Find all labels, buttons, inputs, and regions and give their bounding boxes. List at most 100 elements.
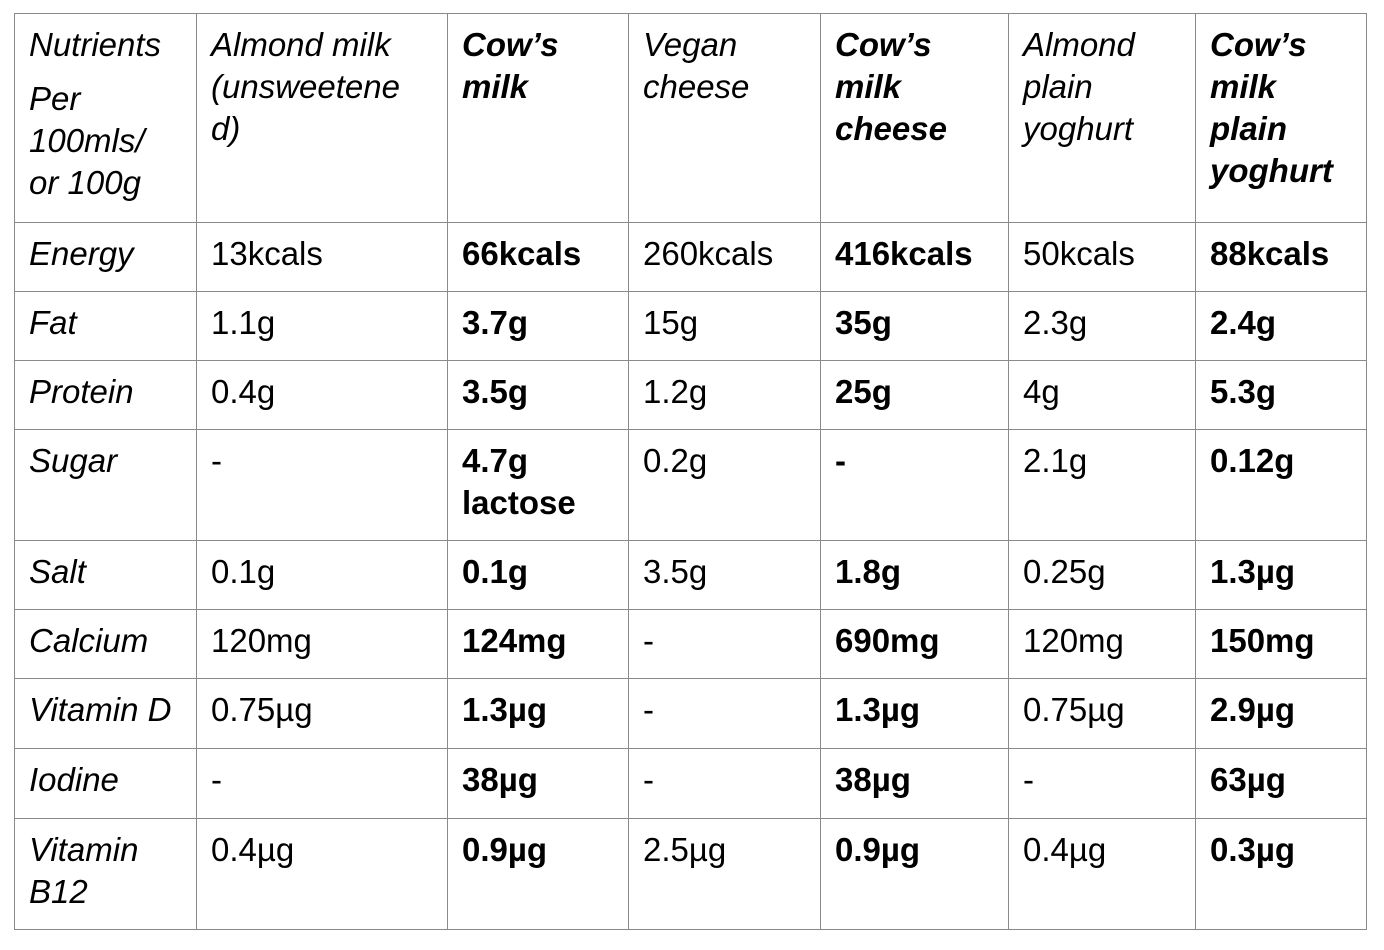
cell-value: 124mg xyxy=(462,622,567,659)
cell-value: 0.9µg xyxy=(462,831,548,868)
table-cell: 416kcals xyxy=(820,222,1009,292)
header-cows-milk-yoghurt: Cow’s milk plain yoghurt xyxy=(1195,13,1367,223)
table-cell: 0.1g xyxy=(447,540,629,610)
cell-value: 50kcals xyxy=(1023,235,1135,272)
table-cell: 5.3g xyxy=(1195,360,1367,430)
row-label: Vitamin D xyxy=(14,678,197,749)
cell-value: 150mg xyxy=(1210,622,1315,659)
table-cell: 15g xyxy=(628,291,821,361)
cell-value: lactose xyxy=(462,484,576,521)
cell-value: 0.4g xyxy=(211,373,276,410)
cell-value: 0.12g xyxy=(1210,442,1295,479)
header-line: plain xyxy=(1023,68,1093,105)
cell-value: 0.2g xyxy=(643,442,708,479)
header-line: Cow’s xyxy=(462,26,559,63)
row-label: Iodine xyxy=(14,748,197,819)
table-cell: 35g xyxy=(820,291,1009,361)
cell-value: 1.3µg xyxy=(1210,553,1296,590)
table-row: Calcium 120mg 124mg - 690mg 120mg 150mg xyxy=(14,609,1367,679)
header-line: plain xyxy=(1210,110,1288,147)
header-line: cheese xyxy=(835,110,947,147)
cell-value: 63µg xyxy=(1210,761,1286,798)
table-cell: 50kcals xyxy=(1008,222,1196,292)
cell-value: 0.9µg xyxy=(835,831,921,868)
table-cell: 25g xyxy=(820,360,1009,430)
header-unit-line: Per xyxy=(29,80,81,117)
header-almond-yoghurt: Almond plain yoghurt xyxy=(1008,13,1196,223)
header-vegan-cheese: Vegan cheese xyxy=(628,13,821,223)
cell-value: 2.5µg xyxy=(643,831,727,868)
header-line: yoghurt xyxy=(1210,152,1333,189)
table-cell: 66kcals xyxy=(447,222,629,292)
table-cell: - xyxy=(820,429,1009,541)
table-cell: 1.3µg xyxy=(447,678,629,749)
header-cows-milk-cheese: Cow’s milk cheese xyxy=(820,13,1009,223)
cell-value: 0.1g xyxy=(211,553,276,590)
cell-value: 25g xyxy=(835,373,892,410)
table-cell: 0.1g xyxy=(196,540,448,610)
table-cell: 38µg xyxy=(447,748,629,819)
nutrition-comparison-table: Nutrients Per 100mls/ or 100g Almond mil… xyxy=(14,13,1367,930)
cell-value: - xyxy=(211,442,222,479)
cell-value: - xyxy=(211,761,222,798)
cell-value: 690mg xyxy=(835,622,940,659)
table-cell: 1.8g xyxy=(820,540,1009,610)
cell-value: 1.3µg xyxy=(835,691,921,728)
header-line: Cow’s xyxy=(835,26,932,63)
header-almond-milk: Almond milk (unsweetene d) xyxy=(196,13,448,223)
table-cell: - xyxy=(1008,748,1196,819)
row-label: Vitamin B12 xyxy=(14,818,197,930)
cell-value: 0.1g xyxy=(462,553,529,590)
header-line: milk xyxy=(462,68,529,105)
row-label-line: Iodine xyxy=(29,761,119,798)
cell-value: - xyxy=(835,442,846,479)
table-cell: 0.4g xyxy=(196,360,448,430)
cell-value: 88kcals xyxy=(1210,235,1330,272)
table-cell: 0.2g xyxy=(628,429,821,541)
table-cell: 1.2g xyxy=(628,360,821,430)
cell-value: 3.7g xyxy=(462,304,529,341)
cell-value: 0.25g xyxy=(1023,553,1106,590)
table-cell: 0.25g xyxy=(1008,540,1196,610)
header-unit-line: 100mls/ xyxy=(29,122,145,159)
row-label: Fat xyxy=(14,291,197,361)
cell-value: 0.75µg xyxy=(1023,691,1125,728)
cell-value: 1.8g xyxy=(835,553,902,590)
table-cell: 120mg xyxy=(1008,609,1196,679)
table-row: Iodine - 38µg - 38µg - 63µg xyxy=(14,748,1367,819)
cell-value: 260kcals xyxy=(643,235,774,272)
table-cell: 2.1g xyxy=(1008,429,1196,541)
cell-value: 35g xyxy=(835,304,892,341)
cell-value: 1.1g xyxy=(211,304,276,341)
row-label: Sugar xyxy=(14,429,197,541)
row-label: Protein xyxy=(14,360,197,430)
cell-value: 4.7g xyxy=(462,442,529,479)
cell-value: - xyxy=(643,622,654,659)
cell-value: 416kcals xyxy=(835,235,973,272)
table-cell: 0.4µg xyxy=(196,818,448,930)
table-cell: 0.4µg xyxy=(1008,818,1196,930)
table-cell: 260kcals xyxy=(628,222,821,292)
row-label-line: Calcium xyxy=(29,622,149,659)
row-label-line: Vitamin D xyxy=(29,691,172,728)
row-label: Salt xyxy=(14,540,197,610)
table-cell: 88kcals xyxy=(1195,222,1367,292)
table-cell: - xyxy=(628,678,821,749)
cell-value: - xyxy=(643,691,654,728)
header-nutrients-title: Nutrients xyxy=(29,26,162,63)
cell-value: 120mg xyxy=(1023,622,1124,659)
cell-value: - xyxy=(643,761,654,798)
cell-value: 1.2g xyxy=(643,373,708,410)
table-row: Sugar - 4.7g lactose 0.2g - 2.1g 0.12g xyxy=(14,429,1367,541)
header-line: Almond milk xyxy=(211,26,391,63)
table-cell: 0.9µg xyxy=(447,818,629,930)
header-line: cheese xyxy=(643,68,750,105)
cell-value: 120mg xyxy=(211,622,312,659)
table-row: Fat 1.1g 3.7g 15g 35g 2.3g 2.4g xyxy=(14,291,1367,361)
cell-value: 38µg xyxy=(835,761,911,798)
cell-value: 0.75µg xyxy=(211,691,313,728)
row-label-line: Salt xyxy=(29,553,86,590)
cell-value: 2.1g xyxy=(1023,442,1088,479)
table-cell: 63µg xyxy=(1195,748,1367,819)
table-cell: 2.3g xyxy=(1008,291,1196,361)
